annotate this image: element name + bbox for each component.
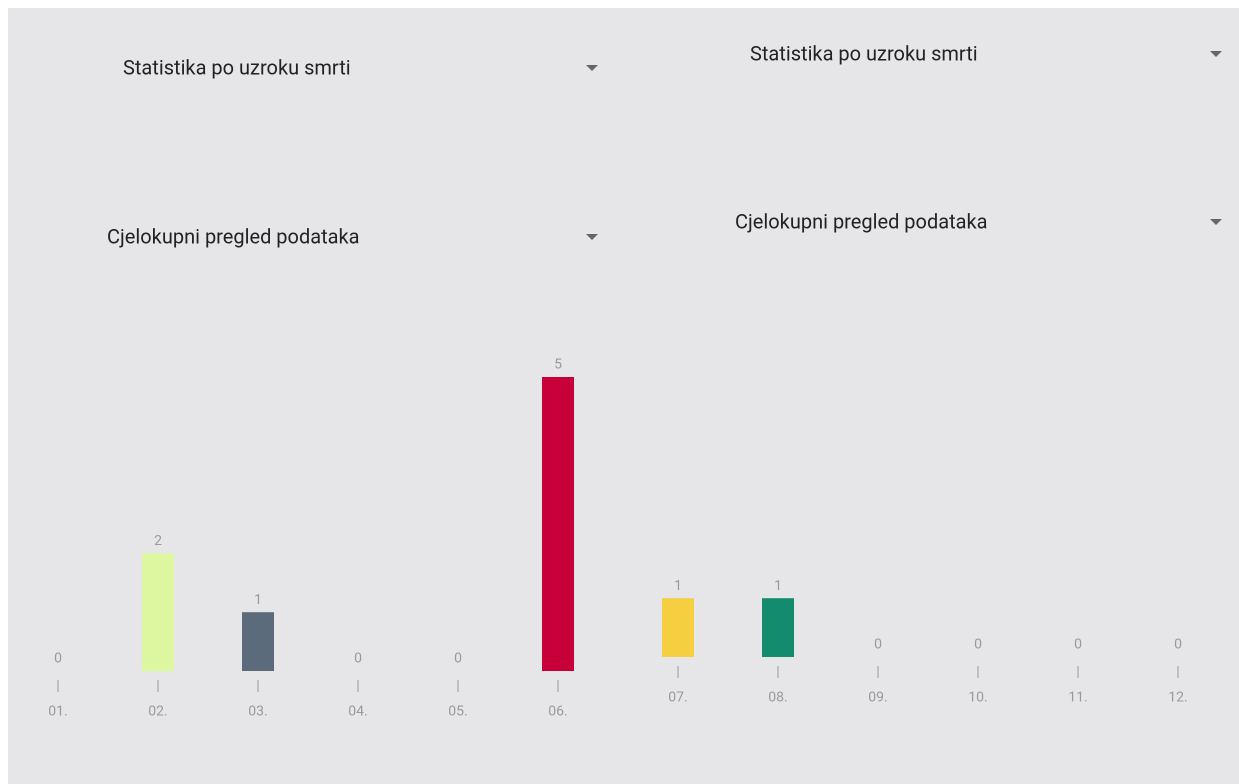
value-label: 0	[1174, 637, 1182, 653]
category-label: 08.	[768, 690, 787, 706]
dropdown-arrow[interactable]	[1210, 51, 1222, 57]
bar	[142, 553, 174, 671]
value-label: 0	[54, 651, 62, 667]
dropdown-arrow[interactable]	[586, 65, 598, 71]
dropdown-arrow[interactable]	[1210, 219, 1222, 225]
dropdown-arrow[interactable]	[586, 234, 598, 240]
category-label: 01.	[48, 704, 67, 720]
dropdown-label[interactable]: Statistika po uzroku smrti	[123, 55, 351, 79]
value-label: 0	[454, 651, 462, 667]
category-label: 07.	[668, 690, 687, 706]
category-label: 02.	[148, 704, 167, 720]
value-label: 5	[554, 357, 562, 373]
value-label: 1	[674, 578, 682, 594]
value-label: 0	[874, 637, 882, 653]
category-label: 09.	[868, 690, 887, 706]
value-label: 0	[1074, 637, 1082, 653]
category-label: 12.	[1168, 690, 1187, 706]
category-label: 05.	[448, 704, 467, 720]
bar	[762, 598, 794, 657]
value-label: 1	[774, 578, 782, 594]
background	[8, 8, 1239, 784]
value-label: 2	[154, 533, 162, 549]
bar	[542, 377, 574, 671]
category-label: 06.	[548, 704, 567, 720]
value-label: 0	[354, 651, 362, 667]
bar	[242, 612, 274, 671]
category-label: 11.	[1068, 690, 1087, 706]
dropdown-label[interactable]: Cjelokupni pregled podataka	[735, 209, 988, 233]
category-label: 04.	[348, 704, 367, 720]
dropdown-label[interactable]: Statistika po uzroku smrti	[750, 41, 978, 65]
category-label: 10.	[968, 690, 987, 706]
dropdown-label[interactable]: Cjelokupni pregled podataka	[107, 224, 360, 248]
value-label: 0	[974, 637, 982, 653]
value-label: 1	[254, 592, 262, 608]
bar	[662, 598, 694, 657]
category-label: 03.	[248, 704, 267, 720]
